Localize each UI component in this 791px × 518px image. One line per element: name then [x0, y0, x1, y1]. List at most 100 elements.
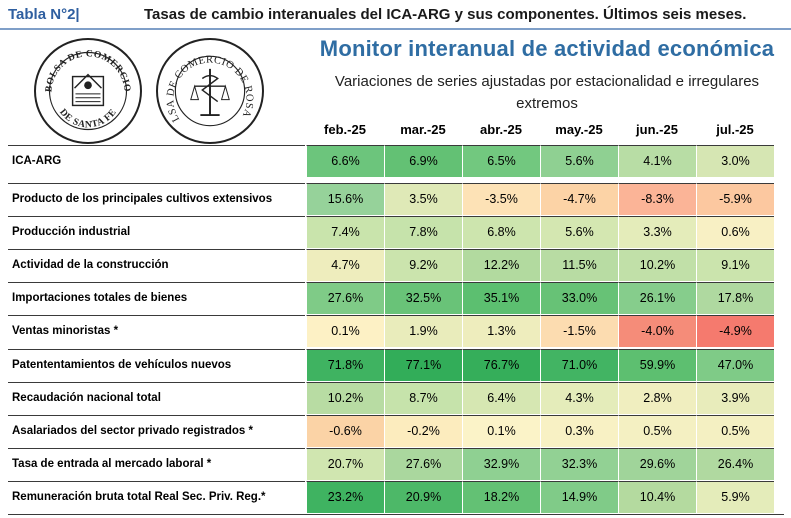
column-header: jul.-25	[716, 122, 754, 137]
value-cell: 23.2%	[306, 481, 384, 513]
value-cell: 27.6%	[306, 282, 384, 314]
value-cell: 10.2%	[618, 249, 696, 281]
value-cell: 8.7%	[384, 382, 462, 414]
value-cell: 5.9%	[696, 481, 774, 513]
row-label: Ventas minoristas *	[8, 315, 305, 347]
value-cell: 26.1%	[618, 282, 696, 314]
value-cell: 7.8%	[384, 216, 462, 248]
column-header: feb.-25	[324, 122, 366, 137]
report-subtitle-line2: extremos	[516, 95, 578, 112]
value-cell: 4.3%	[540, 382, 618, 414]
report-subtitle-line1: Variaciones de series ajustadas por esta…	[334, 73, 760, 90]
value-cell: 14.9%	[540, 481, 618, 513]
value-cell: 1.3%	[462, 315, 540, 347]
table-row: ICA-ARG 6.6% 6.9% 6.5% 5.6% 4.1% 3.0%	[8, 145, 784, 177]
report-title: Monitor interanual de actividad económic…	[319, 36, 775, 61]
row-label: Importaciones totales de bienes	[8, 282, 305, 314]
value-cell: 3.5%	[384, 183, 462, 215]
value-cell: 9.1%	[696, 249, 774, 281]
value-cell: 71.0%	[540, 349, 618, 381]
value-cell: 10.2%	[306, 382, 384, 414]
table-caption: Tabla N°2| Tasas de cambio interanuales …	[0, 0, 791, 30]
table-row: Producción industrial 7.4% 7.8% 6.8% 5.6…	[8, 216, 784, 248]
table-row: Recaudación nacional total 10.2% 8.7% 6.…	[8, 382, 784, 414]
value-cell: 0.1%	[462, 415, 540, 447]
value-cell: -8.3%	[618, 183, 696, 215]
svg-text:BOLSA DE COMERCIO DE ROSARIO: BOLSA DE COMERCIO DE ROSARIO	[158, 40, 255, 124]
bolsa-santa-fe-logo: BOLSA DE COMERCIO DE SANTA FE	[34, 38, 142, 144]
column-header: jun.-25	[636, 122, 678, 137]
value-cell: 32.9%	[462, 448, 540, 480]
table-title: Tasas de cambio interanuales del ICA-ARG…	[144, 6, 747, 23]
value-cell: 11.5%	[540, 249, 618, 281]
value-cell: 12.2%	[462, 249, 540, 281]
value-cell: -5.9%	[696, 183, 774, 215]
value-cell: 29.6%	[618, 448, 696, 480]
value-cell: 35.1%	[462, 282, 540, 314]
value-cell: 47.0%	[696, 349, 774, 381]
value-cell: 0.6%	[696, 216, 774, 248]
report-heading: Monitor interanual de actividad económic…	[312, 36, 782, 115]
value-cell: -0.2%	[384, 415, 462, 447]
value-cell: 3.9%	[696, 382, 774, 414]
row-label: Actividad de la construcción	[8, 249, 305, 281]
value-cell: 20.7%	[306, 448, 384, 480]
value-cell: 27.6%	[384, 448, 462, 480]
value-cell: 3.0%	[696, 145, 774, 177]
table-row: Remuneración bruta total Real Sec. Priv.…	[8, 481, 784, 515]
value-cell: -4.9%	[696, 315, 774, 347]
value-cell: 6.4%	[462, 382, 540, 414]
row-label: Recaudación nacional total	[8, 382, 305, 414]
column-header: abr.-25	[480, 122, 522, 137]
table-row: Asalariados del sector privado registrad…	[8, 415, 784, 447]
value-cell: 76.7%	[462, 349, 540, 381]
table-row: Actividad de la construcción 4.7% 9.2% 1…	[8, 249, 784, 281]
value-cell: 26.4%	[696, 448, 774, 480]
value-cell: -3.5%	[462, 183, 540, 215]
value-cell: 20.9%	[384, 481, 462, 513]
value-cell: 18.2%	[462, 481, 540, 513]
value-cell: 0.5%	[618, 415, 696, 447]
value-cell: 6.8%	[462, 216, 540, 248]
value-cell: 4.7%	[306, 249, 384, 281]
value-cell: 6.9%	[384, 145, 462, 177]
value-cell: 6.5%	[462, 145, 540, 177]
value-cell: 2.8%	[618, 382, 696, 414]
value-cell: 17.8%	[696, 282, 774, 314]
value-cell: -4.7%	[540, 183, 618, 215]
value-cell: 33.0%	[540, 282, 618, 314]
value-cell: 15.6%	[306, 183, 384, 215]
row-label: Asalariados del sector privado registrad…	[8, 415, 305, 447]
table-row: Producto de los principales cultivos ext…	[8, 183, 784, 215]
row-label: Patententamientos de vehículos nuevos	[8, 349, 305, 381]
value-cell: 7.4%	[306, 216, 384, 248]
value-cell: 32.3%	[540, 448, 618, 480]
table-row: Ventas minoristas * 0.1% 1.9% 1.3% -1.5%…	[8, 315, 784, 347]
value-cell: 5.6%	[540, 145, 618, 177]
table-row: Tasa de entrada al mercado laboral * 20.…	[8, 448, 784, 480]
table-row: Importaciones totales de bienes 27.6% 32…	[8, 282, 784, 314]
rosario-logo-text: BOLSA DE COMERCIO DE ROSARIO	[158, 40, 254, 124]
value-cell: 4.1%	[618, 145, 696, 177]
row-label: Producto de los principales cultivos ext…	[8, 183, 305, 215]
table-number: Tabla N°2|	[8, 6, 80, 23]
value-cell: -0.6%	[306, 415, 384, 447]
row-label: ICA-ARG	[8, 145, 305, 177]
santa-fe-logo-bottom-text: DE SANTA FE	[57, 107, 118, 130]
report-subtitle: Variaciones de series ajustadas por esta…	[312, 71, 782, 115]
value-cell: 0.1%	[306, 315, 384, 347]
value-cell: 9.2%	[384, 249, 462, 281]
table-row: Patententamientos de vehículos nuevos 71…	[8, 349, 784, 381]
value-cell: -4.0%	[618, 315, 696, 347]
value-cell: 1.9%	[384, 315, 462, 347]
row-label: Remuneración bruta total Real Sec. Priv.…	[8, 481, 305, 513]
value-cell: 10.4%	[618, 481, 696, 513]
value-cell: 77.1%	[384, 349, 462, 381]
row-label: Producción industrial	[8, 216, 305, 248]
value-cell: 5.6%	[540, 216, 618, 248]
value-cell: 59.9%	[618, 349, 696, 381]
bolsa-rosario-logo: BOLSA DE COMERCIO DE ROSARIO	[156, 38, 264, 144]
row-label: Tasa de entrada al mercado laboral *	[8, 448, 305, 480]
value-cell: -1.5%	[540, 315, 618, 347]
value-cell: 0.3%	[540, 415, 618, 447]
